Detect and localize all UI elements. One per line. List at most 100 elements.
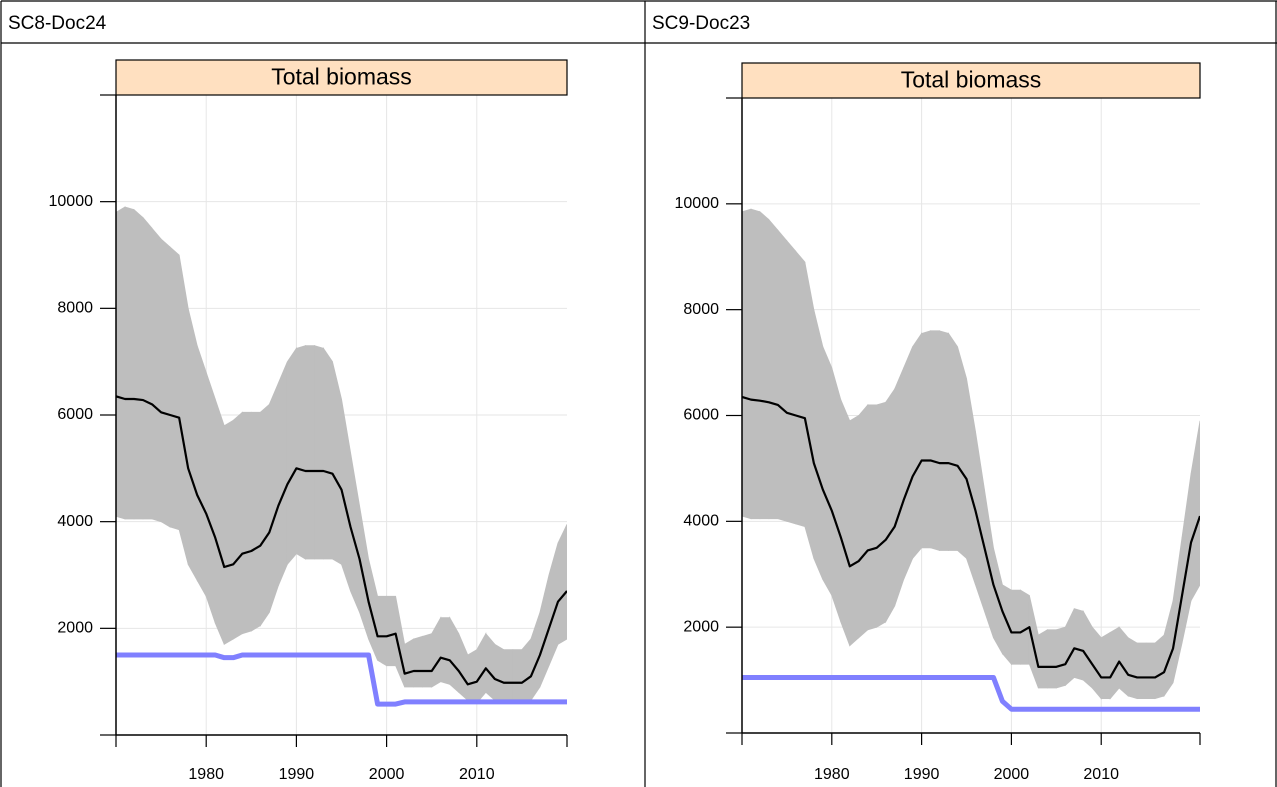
confidence-band [440,617,451,685]
confidence-band [1145,642,1156,700]
confidence-band [232,411,243,640]
confidence-band [1028,595,1039,689]
confidence-band [295,345,306,560]
y-tick-label: 2000 [683,618,719,635]
x-tick-label: 1980 [188,766,224,783]
confidence-band [277,361,288,586]
y-tick-label: 6000 [683,407,719,424]
confidence-band [377,595,388,667]
confidence-band [133,208,144,520]
y-tick-label: 6000 [57,406,93,423]
series-line [116,395,567,686]
chart-title: Total biomass [271,64,412,90]
y-tick-label: 4000 [57,513,93,530]
confidence-band [1064,608,1075,687]
confidence-band [241,411,252,635]
confidence-band [1082,609,1093,689]
confidence-band [404,638,415,688]
confidence-band [476,632,487,705]
confidence-band [124,206,135,520]
y-tick-label: 4000 [683,513,719,530]
confidence-band [196,345,207,598]
series-line [116,652,567,707]
confidence-band [759,210,770,520]
series-line [742,395,1200,679]
confidence-band [557,524,567,646]
confidence-band [813,309,824,580]
confidence-band [885,387,896,624]
confidence-band [187,308,198,582]
confidence-band [386,595,397,667]
confidence-band [1073,608,1084,681]
y-tick-label: 10000 [49,193,94,210]
y-tick-label: 2000 [57,620,93,637]
confidence-band [858,403,869,639]
confidence-band [1181,473,1192,644]
confidence-band [948,332,958,551]
confidence-band [840,399,851,646]
confidence-band [1163,600,1174,698]
plot-area [116,95,567,735]
series-line [742,674,1200,712]
confidence-band [178,254,189,565]
table-header: SC9-Doc23 [652,13,750,34]
confidence-band [1100,631,1111,700]
x-tick-label: 2000 [994,766,1030,783]
confidence-band [485,632,496,702]
confidence-band [116,206,126,520]
confidence-band [894,367,905,607]
confidence-band [413,635,424,688]
confidence-band [957,346,967,560]
confidence-band [305,345,315,560]
confidence-band [1172,537,1183,683]
confidence-band [268,382,279,613]
confidence-band [1127,637,1138,700]
confidence-band [1091,626,1102,700]
chart-title: Total biomass [901,67,1042,93]
confidence-band [1011,589,1021,665]
confidence-band [921,330,931,549]
confidence-band [494,643,505,704]
confidence-band [876,401,887,628]
confidence-band [259,403,270,627]
confidence-band [939,330,949,551]
confidence-band [169,246,180,531]
confidence-band [1118,626,1129,697]
confidence-band [458,633,469,702]
y-tick-label: 10000 [675,195,720,212]
confidence-band [1046,629,1057,689]
confidence-band [250,411,261,632]
confidence-band [151,227,162,523]
confidence-band [903,346,914,580]
confidence-band [512,649,523,704]
y-tick-label: 8000 [683,301,719,318]
confidence-band [975,431,985,612]
panel-strip [115,59,568,96]
x-tick-label: 2010 [459,766,495,783]
confidence-band [777,229,788,522]
confidence-band [849,414,860,647]
confidence-band [1037,629,1048,689]
x-tick-label: 2010 [1083,766,1119,783]
confidence-band [1190,420,1200,603]
confidence-band [332,361,342,566]
confidence-band [521,637,532,704]
panel-strip [741,62,1201,99]
confidence-band [822,346,833,597]
confidence-band [503,649,514,704]
confidence-band [223,419,234,646]
confidence-band [804,261,815,559]
confidence-band [795,250,806,528]
confidence-band [214,398,225,645]
confidence-band [786,239,797,525]
confidence-band [205,372,216,624]
confidence-band [930,330,940,551]
confidence-band [750,208,761,520]
confidence-band [314,345,324,560]
confidence-band [1055,626,1066,689]
confidence-band [912,332,923,560]
confidence-band [359,505,369,640]
confidence-band [422,633,433,688]
